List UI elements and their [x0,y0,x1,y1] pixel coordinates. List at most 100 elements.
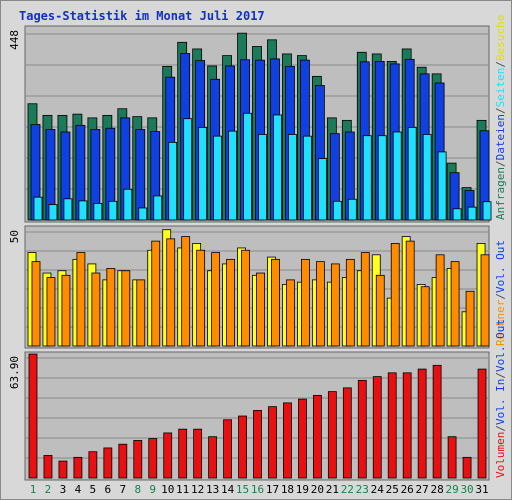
bar-rechner-day-9 [151,240,161,347]
legend-entry: / [494,61,507,68]
legend-entry: Vol. Out [494,319,507,372]
bar-seiten-day-15 [243,112,252,221]
bar-seiten-day-19 [303,135,312,221]
bar-rechner-day-31 [480,254,490,347]
bar-rechner-day-25 [390,242,400,347]
bar-seiten-day-20 [317,158,327,221]
bar-seiten-day-26 [407,127,417,221]
x-tick-label-day-27: 27 [416,483,429,496]
x-tick-label-day-17: 17 [266,483,279,496]
bar-vol-in-day-9 [148,438,158,479]
bar-vol-in-day-30 [462,456,472,479]
panel-top: 448 Anfragen/Dateien/Seiten/Besuche [8,15,507,223]
bar-rechner-day-13 [211,252,221,347]
x-tick-label-day-21: 21 [326,483,339,496]
bar-rechner-day-28 [435,254,445,347]
bar-seiten-day-31 [482,201,492,221]
bar-vol-in-day-6 [103,447,113,479]
legend-entry: / [494,160,507,167]
x-tick-label-day-7: 7 [119,483,126,496]
bar-rechner-day-24 [375,274,385,347]
bar-seiten-day-24 [377,135,387,221]
bar-rechner-day-23 [360,252,370,347]
bar-seiten-day-23 [362,135,372,221]
bar-seiten-day-21 [332,200,342,221]
ymax-label-middle: 50 [8,230,21,243]
bar-rechner-day-5 [91,272,101,347]
ymax-label-top: 448 [8,30,21,50]
bar-rechner-day-4 [76,252,86,347]
bar-vol-in-day-16 [253,409,262,479]
bar-seiten-day-9 [153,195,163,221]
x-tick-label-day-2: 2 [45,483,52,496]
bar-seiten-day-8 [138,207,148,221]
x-tick-label-day-16: 16 [251,483,264,496]
bar-vol-in-day-11 [178,428,188,479]
bar-vol-in-day-24 [372,376,382,479]
bar-vol-in-day-7 [118,443,128,479]
bar-vol-in-day-25 [387,372,397,479]
bar-seiten-day-27 [422,134,432,221]
bar-rechner-day-12 [196,249,206,347]
bar-vol-in-day-23 [357,379,367,479]
bar-vol-in-day-8 [133,440,143,479]
x-tick-label-day-30: 30 [460,483,473,496]
legend-bottom: Volumen/Vol. In/Vol. Out [494,319,507,478]
bar-seiten-day-13 [213,135,223,221]
bar-seiten-day-3 [63,198,73,221]
bar-vol-in-day-14 [223,419,232,479]
bar-rechner-day-30 [465,290,475,347]
x-tick-label-day-18: 18 [281,483,294,496]
bar-vol-in-day-13 [208,436,218,479]
bar-seiten-day-17 [273,114,282,221]
bar-seiten-day-12 [198,127,208,221]
bar-vol-in-day-5 [88,451,98,479]
bar-vol-in-day-31 [477,368,487,479]
x-tick-label-day-13: 13 [206,483,219,496]
bar-vol-in-day-21 [327,391,337,479]
x-tick-label-day-4: 4 [75,483,82,496]
x-tick-label-day-1: 1 [30,483,37,496]
bar-seiten-day-2 [48,204,58,221]
bar-dateien-day-8 [135,129,146,221]
x-tick-label-day-9: 9 [149,483,156,496]
bar-rechner-day-11 [181,236,191,347]
x-tick-label-day-14: 14 [221,483,235,496]
legend-entry: Anfragen [494,167,507,220]
legend-entry: / [494,107,507,114]
legend-entry: Volumen [494,432,507,478]
bar-vol-in-day-12 [193,428,203,479]
x-tick-label-day-12: 12 [191,483,204,496]
bar-vol-in-day-10 [163,432,173,479]
bar-vol-in-day-22 [342,387,352,479]
x-tick-label-day-22: 22 [341,483,354,496]
x-tick-label-day-8: 8 [134,483,141,496]
bar-rechner-day-7 [121,270,131,347]
bar-rechner-day-2 [46,277,56,347]
bar-seiten-day-22 [347,198,357,221]
bar-vol-in-day-17 [268,406,277,479]
bar-rechner-day-6 [106,268,116,347]
bar-vol-in-day-1 [28,353,38,479]
x-tick-label-day-10: 10 [161,483,174,496]
bar-seiten-day-18 [288,134,297,221]
chart-title: Tages-Statistik im Monat Juli 2017 [19,9,265,23]
x-tick-label-day-3: 3 [60,483,67,496]
bar-rechner-day-19 [301,258,310,347]
legend-entry: Vol. Out [494,240,507,293]
bar-seiten-day-10 [168,141,178,221]
x-tick-label-day-11: 11 [176,483,189,496]
bar-seiten-day-5 [93,202,103,221]
legend-top: Anfragen/Dateien/Seiten/Besuche [494,15,507,220]
bar-vol-in-day-2 [43,455,53,479]
bar-vol-in-day-29 [447,436,457,479]
bar-vol-in-day-27 [417,368,427,479]
bar-rechner-day-17 [271,258,280,347]
bar-seiten-day-28 [437,151,447,221]
legend-entry: Dateien [494,114,507,160]
x-tick-label-day-19: 19 [296,483,309,496]
bar-seiten-day-1 [33,196,43,221]
bar-rechner-day-18 [286,279,295,347]
